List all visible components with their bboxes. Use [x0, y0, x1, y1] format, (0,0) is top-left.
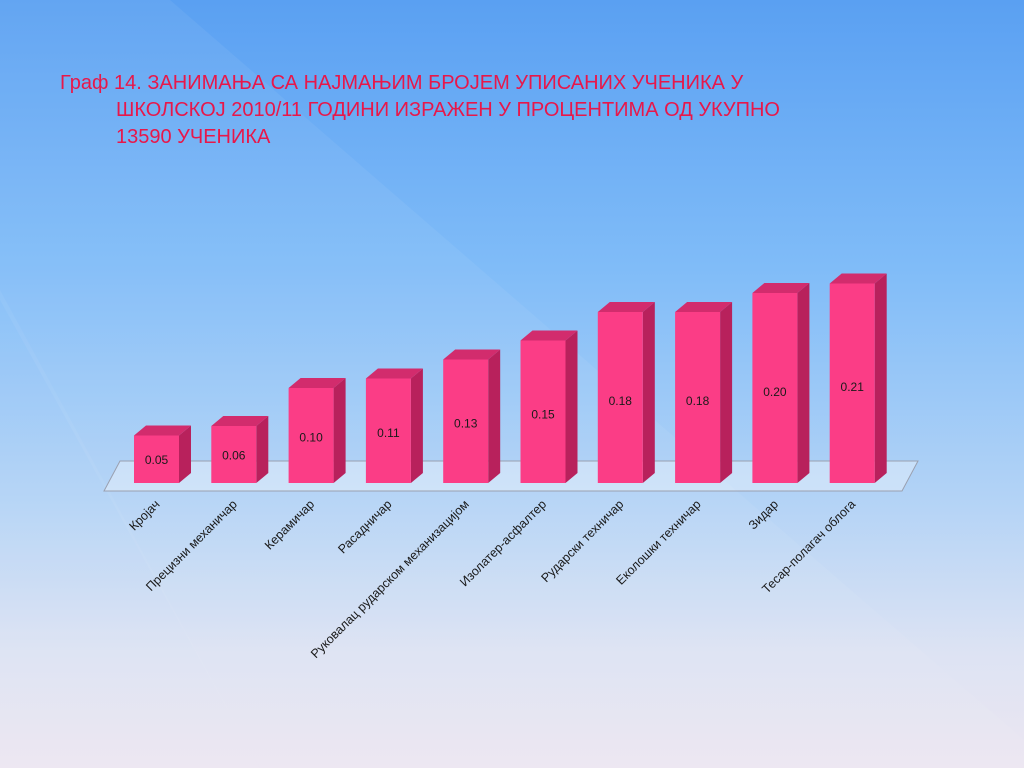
bar-side — [642, 302, 655, 483]
data-label: 0.15 — [531, 408, 555, 422]
bar-front — [365, 378, 411, 483]
title-line-3: 13590 УЧЕНИКА — [116, 126, 271, 148]
data-label: 0.18 — [686, 394, 710, 408]
data-label: 0.05 — [145, 453, 169, 467]
bar — [288, 378, 346, 483]
bar — [443, 349, 501, 483]
bar-side — [410, 368, 423, 483]
bar — [134, 425, 191, 483]
data-label: 0.11 — [377, 426, 400, 440]
chart-data-labels: 0.05 0.06 0.10 0.11 0.13 0.15 0.18 0.18 0.20 0.21 — [145, 380, 864, 467]
bar-side — [256, 416, 269, 483]
bar-top — [520, 330, 578, 341]
bar-top — [675, 302, 733, 312]
category-label: Изолатер-асфалтер — [457, 497, 549, 589]
bar — [520, 330, 578, 483]
bar — [675, 302, 733, 483]
bar-side — [797, 283, 810, 483]
bar-side — [488, 349, 501, 483]
data-label: 0.10 — [299, 430, 323, 444]
bar-top — [288, 378, 346, 388]
data-label: 0.18 — [609, 394, 633, 408]
category-label: Еколошки техничар — [613, 497, 703, 587]
data-label: 0.20 — [763, 385, 787, 399]
bar-front — [829, 283, 875, 483]
bar — [752, 283, 810, 483]
bar-front — [211, 426, 257, 483]
bar-top — [752, 283, 810, 293]
bar-front — [288, 388, 334, 483]
data-label: 0.21 — [841, 380, 865, 394]
bar — [365, 368, 423, 483]
category-label: Зидар — [746, 497, 781, 532]
category-label: Расадничар — [335, 497, 394, 556]
data-label: 0.06 — [222, 449, 246, 463]
bar-front — [443, 359, 489, 483]
bar-top — [597, 302, 655, 312]
chart-bars — [134, 273, 887, 483]
bar-side — [333, 378, 346, 483]
category-label: Рударски техничар — [538, 497, 626, 585]
title-line-1: Граф 14. ЗАНИМАЊА СА НАЈМАЊИМ БРОЈЕМ УПИ… — [60, 72, 744, 94]
bar-front — [134, 435, 179, 483]
bar-front — [597, 312, 643, 483]
bar-front — [752, 293, 798, 483]
category-label: Керамичар — [262, 497, 317, 552]
category-label: Руковалац рударском механизацијом — [308, 497, 472, 661]
title-line-2: ШКОЛСКОЈ 2010/11 ГОДИНИ ИЗРАЖЕН У ПРОЦЕН… — [116, 99, 780, 121]
bar — [211, 416, 269, 483]
bar — [597, 302, 655, 483]
bar-side — [565, 330, 578, 483]
bar-side — [720, 302, 733, 483]
bar-top — [443, 349, 501, 360]
bar-top — [365, 368, 423, 379]
bar-front — [675, 312, 721, 483]
bar-side — [179, 425, 191, 483]
bar-top — [134, 425, 191, 436]
bar-side — [874, 273, 887, 483]
bar-front — [520, 340, 566, 483]
bar — [829, 273, 887, 483]
category-label: Кројач — [126, 497, 162, 533]
data-label: 0.13 — [454, 417, 478, 431]
bar-top — [211, 416, 269, 426]
bar-top — [829, 273, 887, 284]
slide-title: Граф 14. ЗАНИМАЊА СА НАЈМАЊИМ БРОЈЕМ УПИ… — [60, 70, 960, 151]
